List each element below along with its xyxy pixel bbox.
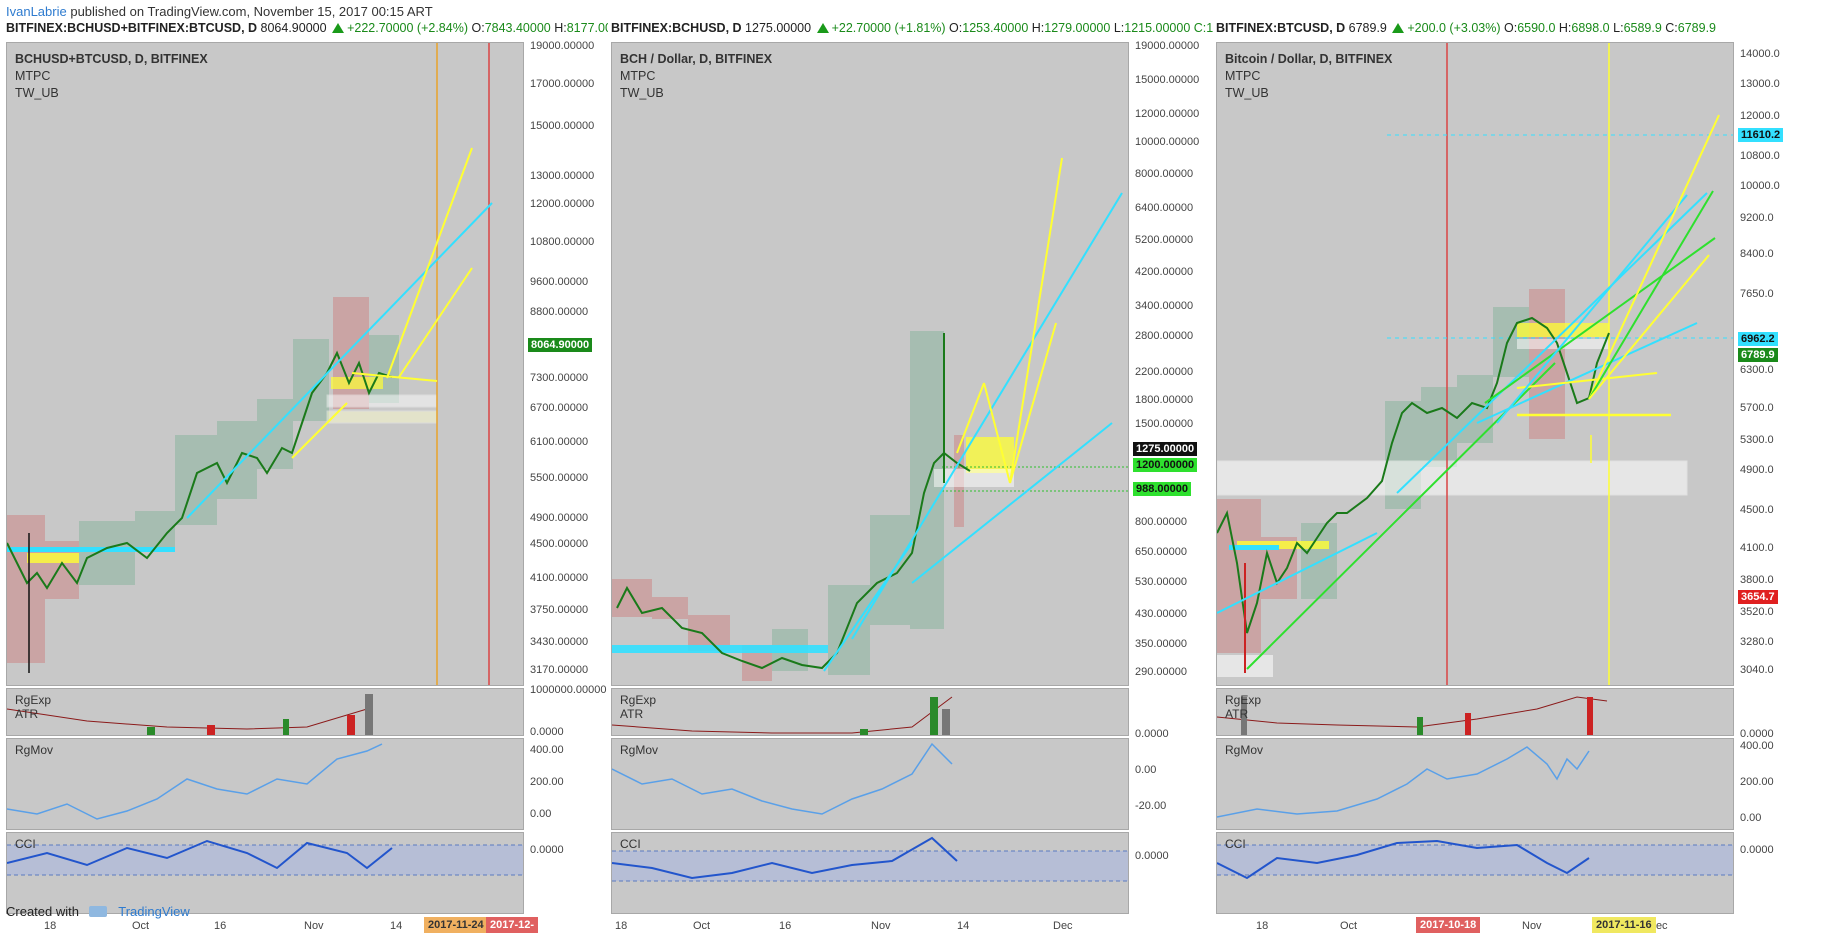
rgmov-label: RgMov	[15, 743, 54, 757]
chart-title: Bitcoin / Dollar, D, BITFINEX	[1225, 52, 1393, 66]
rgmov-pane[interactable]: RgMov	[611, 738, 1129, 830]
chart-panel-2[interactable]: BCH / Dollar, D, BITFINEX MTPC TW_UB RgE…	[611, 40, 1213, 932]
rgexp-label: RgExp	[1225, 693, 1262, 707]
time-axis[interactable]: 18 Oct 16 Nov 14 2017-11-24 2017-12-	[6, 916, 539, 936]
level-tag-1200: 1200.00000	[1133, 458, 1198, 472]
time-axis[interactable]: 18 Oct 16 Nov 14 Dec	[615, 920, 1073, 932]
price-axis[interactable]: 14000.0 13000.0 12000.0 10800.0 10000.0 …	[1736, 42, 1818, 914]
rgexp-pane[interactable]: RgExp ATR	[1216, 688, 1734, 736]
volume-bars	[1217, 696, 1608, 735]
last-price: 8064.90000	[260, 21, 327, 35]
volume-bars	[7, 694, 373, 735]
price-drawing	[612, 157, 1128, 681]
chart-title: BCH / Dollar, D, BITFINEX	[620, 52, 773, 66]
cci-label: CCI	[15, 837, 36, 851]
chart-legend: Bitcoin / Dollar, D, BITFINEX MTPC TW_UB	[1225, 51, 1392, 102]
price-drawing	[1217, 43, 1733, 685]
price-change: +200.0 (+3.03%)	[1407, 21, 1501, 35]
up-triangle-icon	[332, 23, 345, 33]
cci-line	[1217, 839, 1733, 880]
chart-legend: BCHUSD+BTCUSD, D, BITFINEX MTPC TW_UB	[15, 51, 208, 102]
main-chart-pane[interactable]: BCHUSD+BTCUSD, D, BITFINEX MTPC TW_UB	[6, 42, 524, 686]
last-price-tag: 8064.90000	[528, 338, 593, 352]
cci-pane[interactable]: CCI	[6, 832, 524, 914]
rgmov-label: RgMov	[620, 743, 659, 757]
cci-label: CCI	[1225, 837, 1246, 851]
price-change: +222.70000 (+2.84%)	[347, 21, 468, 35]
chart-panel-1[interactable]: BCHUSD+BTCUSD, D, BITFINEX MTPC TW_UB Rg…	[6, 40, 608, 933]
rgexp-pane[interactable]: RgExp ATR	[611, 688, 1129, 736]
cci-pane[interactable]: CCI	[1216, 832, 1734, 914]
symbol-name: BITFINEX:BTCUSD, D	[1216, 21, 1346, 35]
symbol-row-1: BITFINEX:BCHUSD+BITFINEX:BTCUSD, D 8064.…	[6, 21, 608, 35]
indicator-label-twub[interactable]: TW_UB	[1225, 86, 1269, 100]
indicator-label-twub[interactable]: TW_UB	[15, 86, 59, 100]
price-change: +22.70000 (+1.81%)	[831, 21, 946, 35]
price-axis[interactable]: 19000.00000 15000.00000 12000.00000 1000…	[1131, 40, 1213, 914]
time-axis[interactable]: 18 Oct Nov Dec 2017-10-18 2017-11-16	[1256, 917, 1668, 933]
atr-label: ATR	[1225, 707, 1249, 721]
tradingview-link[interactable]: TradingView	[118, 904, 190, 919]
indicator-label-twub[interactable]: TW_UB	[620, 86, 664, 100]
author-link[interactable]: IvanLabrie	[6, 4, 67, 19]
date-marker-1: 2017-11-24	[424, 917, 488, 933]
symbol-name: BITFINEX:BCHUSD+BITFINEX:BTCUSD, D	[6, 21, 258, 35]
date-marker-2: 2017-12-	[486, 917, 539, 933]
cci-line	[612, 836, 1128, 882]
level-tag-3654: 3654.7	[1738, 590, 1778, 604]
symbol-row-2: BITFINEX:BCHUSD, D 1275.00000 +22.70000 …	[611, 21, 1213, 35]
cci-pane[interactable]: CCI	[611, 832, 1129, 914]
atr-label: ATR	[15, 707, 39, 721]
rgexp-pane[interactable]: RgExp ATR	[6, 688, 524, 736]
symbol-row-3: BITFINEX:BTCUSD, D 6789.9 +200.0 (+3.03%…	[1216, 21, 1717, 35]
up-triangle-icon	[816, 23, 829, 33]
rgmov-line	[612, 742, 953, 815]
indicator-label-mtpc[interactable]: MTPC	[1225, 69, 1261, 83]
rgexp-label: RgExp	[15, 693, 52, 707]
created-with-text: Created with	[6, 904, 79, 919]
volume-bars	[612, 696, 953, 735]
rgexp-label: RgExp	[620, 693, 657, 707]
last-price: 6789.9	[1348, 21, 1387, 35]
price-drawing	[7, 43, 493, 685]
chart-title: BCHUSD+BTCUSD, D, BITFINEX	[15, 52, 208, 66]
tradingview-logo-icon[interactable]	[88, 906, 107, 917]
main-chart-pane[interactable]: BCH / Dollar, D, BITFINEX MTPC TW_UB	[611, 42, 1129, 686]
rgmov-line	[1217, 746, 1590, 818]
rgmov-pane[interactable]: RgMov	[1216, 738, 1734, 830]
publication-line: IvanLabrie published on TradingView.com,…	[6, 4, 433, 19]
publication-text: published on TradingView.com, November 1…	[70, 4, 433, 19]
chart-legend: BCH / Dollar, D, BITFINEX MTPC TW_UB	[620, 51, 772, 102]
atr-label: ATR	[620, 707, 644, 721]
footer: Created with TradingView	[6, 904, 190, 919]
last-price: 1275.00000	[745, 21, 812, 35]
date-marker-1: 2017-10-18	[1416, 917, 1481, 933]
rgmov-label: RgMov	[1225, 743, 1264, 757]
rgmov-line	[7, 743, 383, 820]
rgmov-pane[interactable]: RgMov	[6, 738, 524, 830]
last-price-tag: 6789.9	[1738, 348, 1778, 362]
date-marker-2: 2017-11-16	[1592, 917, 1656, 933]
indicator-label-mtpc[interactable]: MTPC	[15, 69, 51, 83]
last-price-tag: 1275.00000	[1133, 442, 1198, 456]
level-tag-11610: 11610.2	[1738, 128, 1784, 142]
up-triangle-icon	[1392, 23, 1405, 33]
indicator-label-mtpc[interactable]: MTPC	[620, 69, 656, 83]
main-chart-pane[interactable]: Bitcoin / Dollar, D, BITFINEX MTPC TW_UB	[1216, 42, 1734, 686]
level-tag-988: 988.00000	[1133, 482, 1191, 496]
cci-label: CCI	[620, 837, 641, 851]
level-tag-6962: 6962.2	[1738, 332, 1778, 346]
chart-panel-3[interactable]: Bitcoin / Dollar, D, BITFINEX MTPC TW_UB…	[1216, 42, 1818, 933]
price-axis[interactable]: 19000.00000 17000.00000 15000.00000 1300…	[526, 40, 608, 914]
cci-line	[7, 839, 523, 876]
symbol-name: BITFINEX:BCHUSD, D	[611, 21, 742, 35]
